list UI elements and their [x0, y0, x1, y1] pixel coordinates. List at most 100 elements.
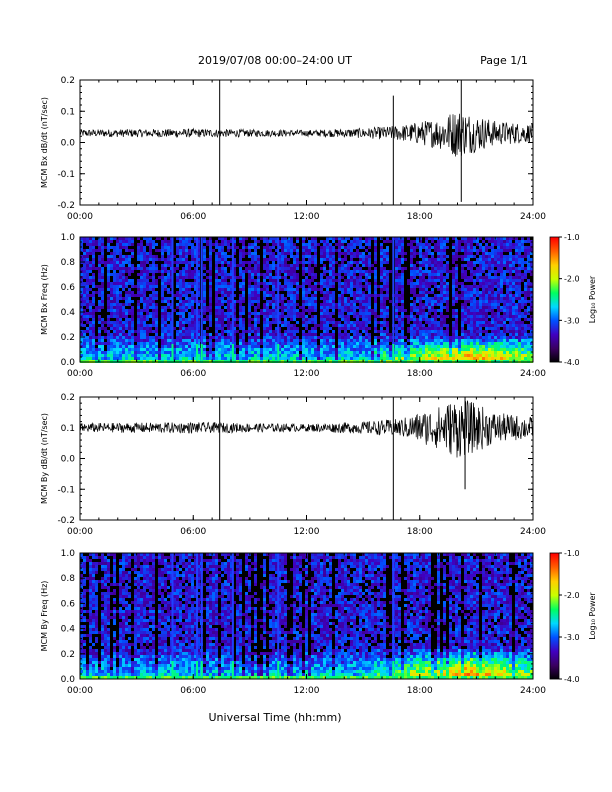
spectrogram-cell [395, 312, 398, 315]
spectrogram-cell [149, 240, 152, 243]
spectrogram-cell [149, 342, 152, 345]
spectrogram-cell [491, 354, 494, 357]
spectrogram-cell [122, 327, 125, 330]
spectrogram-cell [374, 315, 377, 318]
spectrogram-cell [191, 318, 194, 321]
spectrogram-cell [470, 297, 473, 300]
spectrogram-cell [311, 336, 314, 339]
spectrogram-cell [422, 279, 425, 282]
spectrogram-cell [461, 315, 464, 318]
spectrogram-cell [161, 291, 164, 294]
spectrogram-cell [383, 336, 386, 339]
spectrogram-cell [344, 252, 347, 255]
spectrogram-cell [440, 291, 443, 294]
spectrogram-cell [287, 330, 290, 333]
spectrogram-cell [116, 288, 119, 291]
spectrogram-cell [509, 273, 512, 276]
spectrogram-cell [488, 321, 491, 324]
spectrogram-cell [422, 324, 425, 327]
spectrogram-cell [293, 339, 296, 342]
spectrogram-cell [356, 336, 359, 339]
spectrogram-cell [107, 288, 110, 291]
spectrogram-cell [506, 276, 509, 279]
spectrogram-cell [179, 249, 182, 252]
spectrogram-cell [479, 246, 482, 249]
spectrogram-cell [443, 267, 446, 270]
spectrogram-cell [89, 345, 92, 348]
spectrogram-cell [194, 276, 197, 279]
spectrogram-cell [395, 315, 398, 318]
spectrogram-cell [176, 276, 179, 279]
spectrogram-cell [227, 348, 230, 351]
spectrogram-cell [347, 297, 350, 300]
spectrogram-cell [473, 336, 476, 339]
spectrogram-cell [431, 240, 434, 243]
spectrogram-cell [497, 345, 500, 348]
spectrogram-cell [275, 282, 278, 285]
spectrogram-cell [92, 333, 95, 336]
spectrogram-cell [224, 273, 227, 276]
spectrogram-cell [494, 306, 497, 309]
spectrogram-cell [176, 342, 179, 345]
spectrogram-cell [119, 333, 122, 336]
spectrogram-cell [356, 267, 359, 270]
spectrogram-cell [368, 282, 371, 285]
spectrogram-cell [473, 255, 476, 258]
spectrogram-cell [500, 288, 503, 291]
spectrogram-cell [233, 270, 236, 273]
spectrogram-cell [80, 258, 83, 261]
spectrogram-cell [188, 270, 191, 273]
spectrogram-cell [215, 324, 218, 327]
spectrogram-cell [149, 246, 152, 249]
spectrogram-cell [476, 345, 479, 348]
spectrogram-cell [92, 339, 95, 342]
spectrogram-cell [125, 297, 128, 300]
spectrogram-cell [332, 255, 335, 258]
spectrogram-cell [293, 249, 296, 252]
spectrogram-cell [89, 261, 92, 264]
spectrogram-cell [86, 261, 89, 264]
spectrogram-cell [233, 318, 236, 321]
spectrogram-cell [233, 276, 236, 279]
spectrogram-cell [416, 339, 419, 342]
spectrogram-cell [395, 267, 398, 270]
spectrogram-cell [497, 294, 500, 297]
spectrogram-cell [224, 318, 227, 321]
spectrogram-cell [164, 351, 167, 354]
spectrogram-cell [488, 297, 491, 300]
spectrogram-cell [263, 306, 266, 309]
spectrogram-cell [254, 312, 257, 315]
spectrogram-cell [167, 258, 170, 261]
spectrogram-cell [380, 312, 383, 315]
spectrogram-cell [440, 282, 443, 285]
spectrogram-cell [467, 243, 470, 246]
spectrogram-cell [266, 339, 269, 342]
spectrogram-cell [314, 300, 317, 303]
spectrogram-cell [242, 327, 245, 330]
spectrogram-cell [266, 237, 269, 240]
spectrogram-cell [257, 333, 260, 336]
spectrogram-cell [110, 348, 113, 351]
spectrogram-cell [410, 354, 413, 357]
spectrogram-cell [134, 285, 137, 288]
spectrogram-cell [359, 339, 362, 342]
spectrogram-cell [512, 309, 515, 312]
spectrogram-cell [104, 246, 107, 249]
spectrogram-cell [176, 357, 179, 360]
spectrogram-cell [380, 339, 383, 342]
spectrogram-cell [362, 297, 365, 300]
spectrogram-cell [263, 258, 266, 261]
spectrogram-cell [278, 258, 281, 261]
spectrogram-cell [401, 312, 404, 315]
spectrogram-cell [83, 291, 86, 294]
spectrogram-cell [131, 255, 134, 258]
spectrogram-cell [101, 255, 104, 258]
spectrogram-cell [92, 357, 95, 360]
spectrogram-cell [83, 264, 86, 267]
spectrogram-cell [128, 336, 131, 339]
spectrogram-cell [431, 303, 434, 306]
spectrogram-cell [152, 276, 155, 279]
spectrogram-cell [233, 312, 236, 315]
spectrogram-cell [92, 330, 95, 333]
spectrogram-cell [242, 348, 245, 351]
